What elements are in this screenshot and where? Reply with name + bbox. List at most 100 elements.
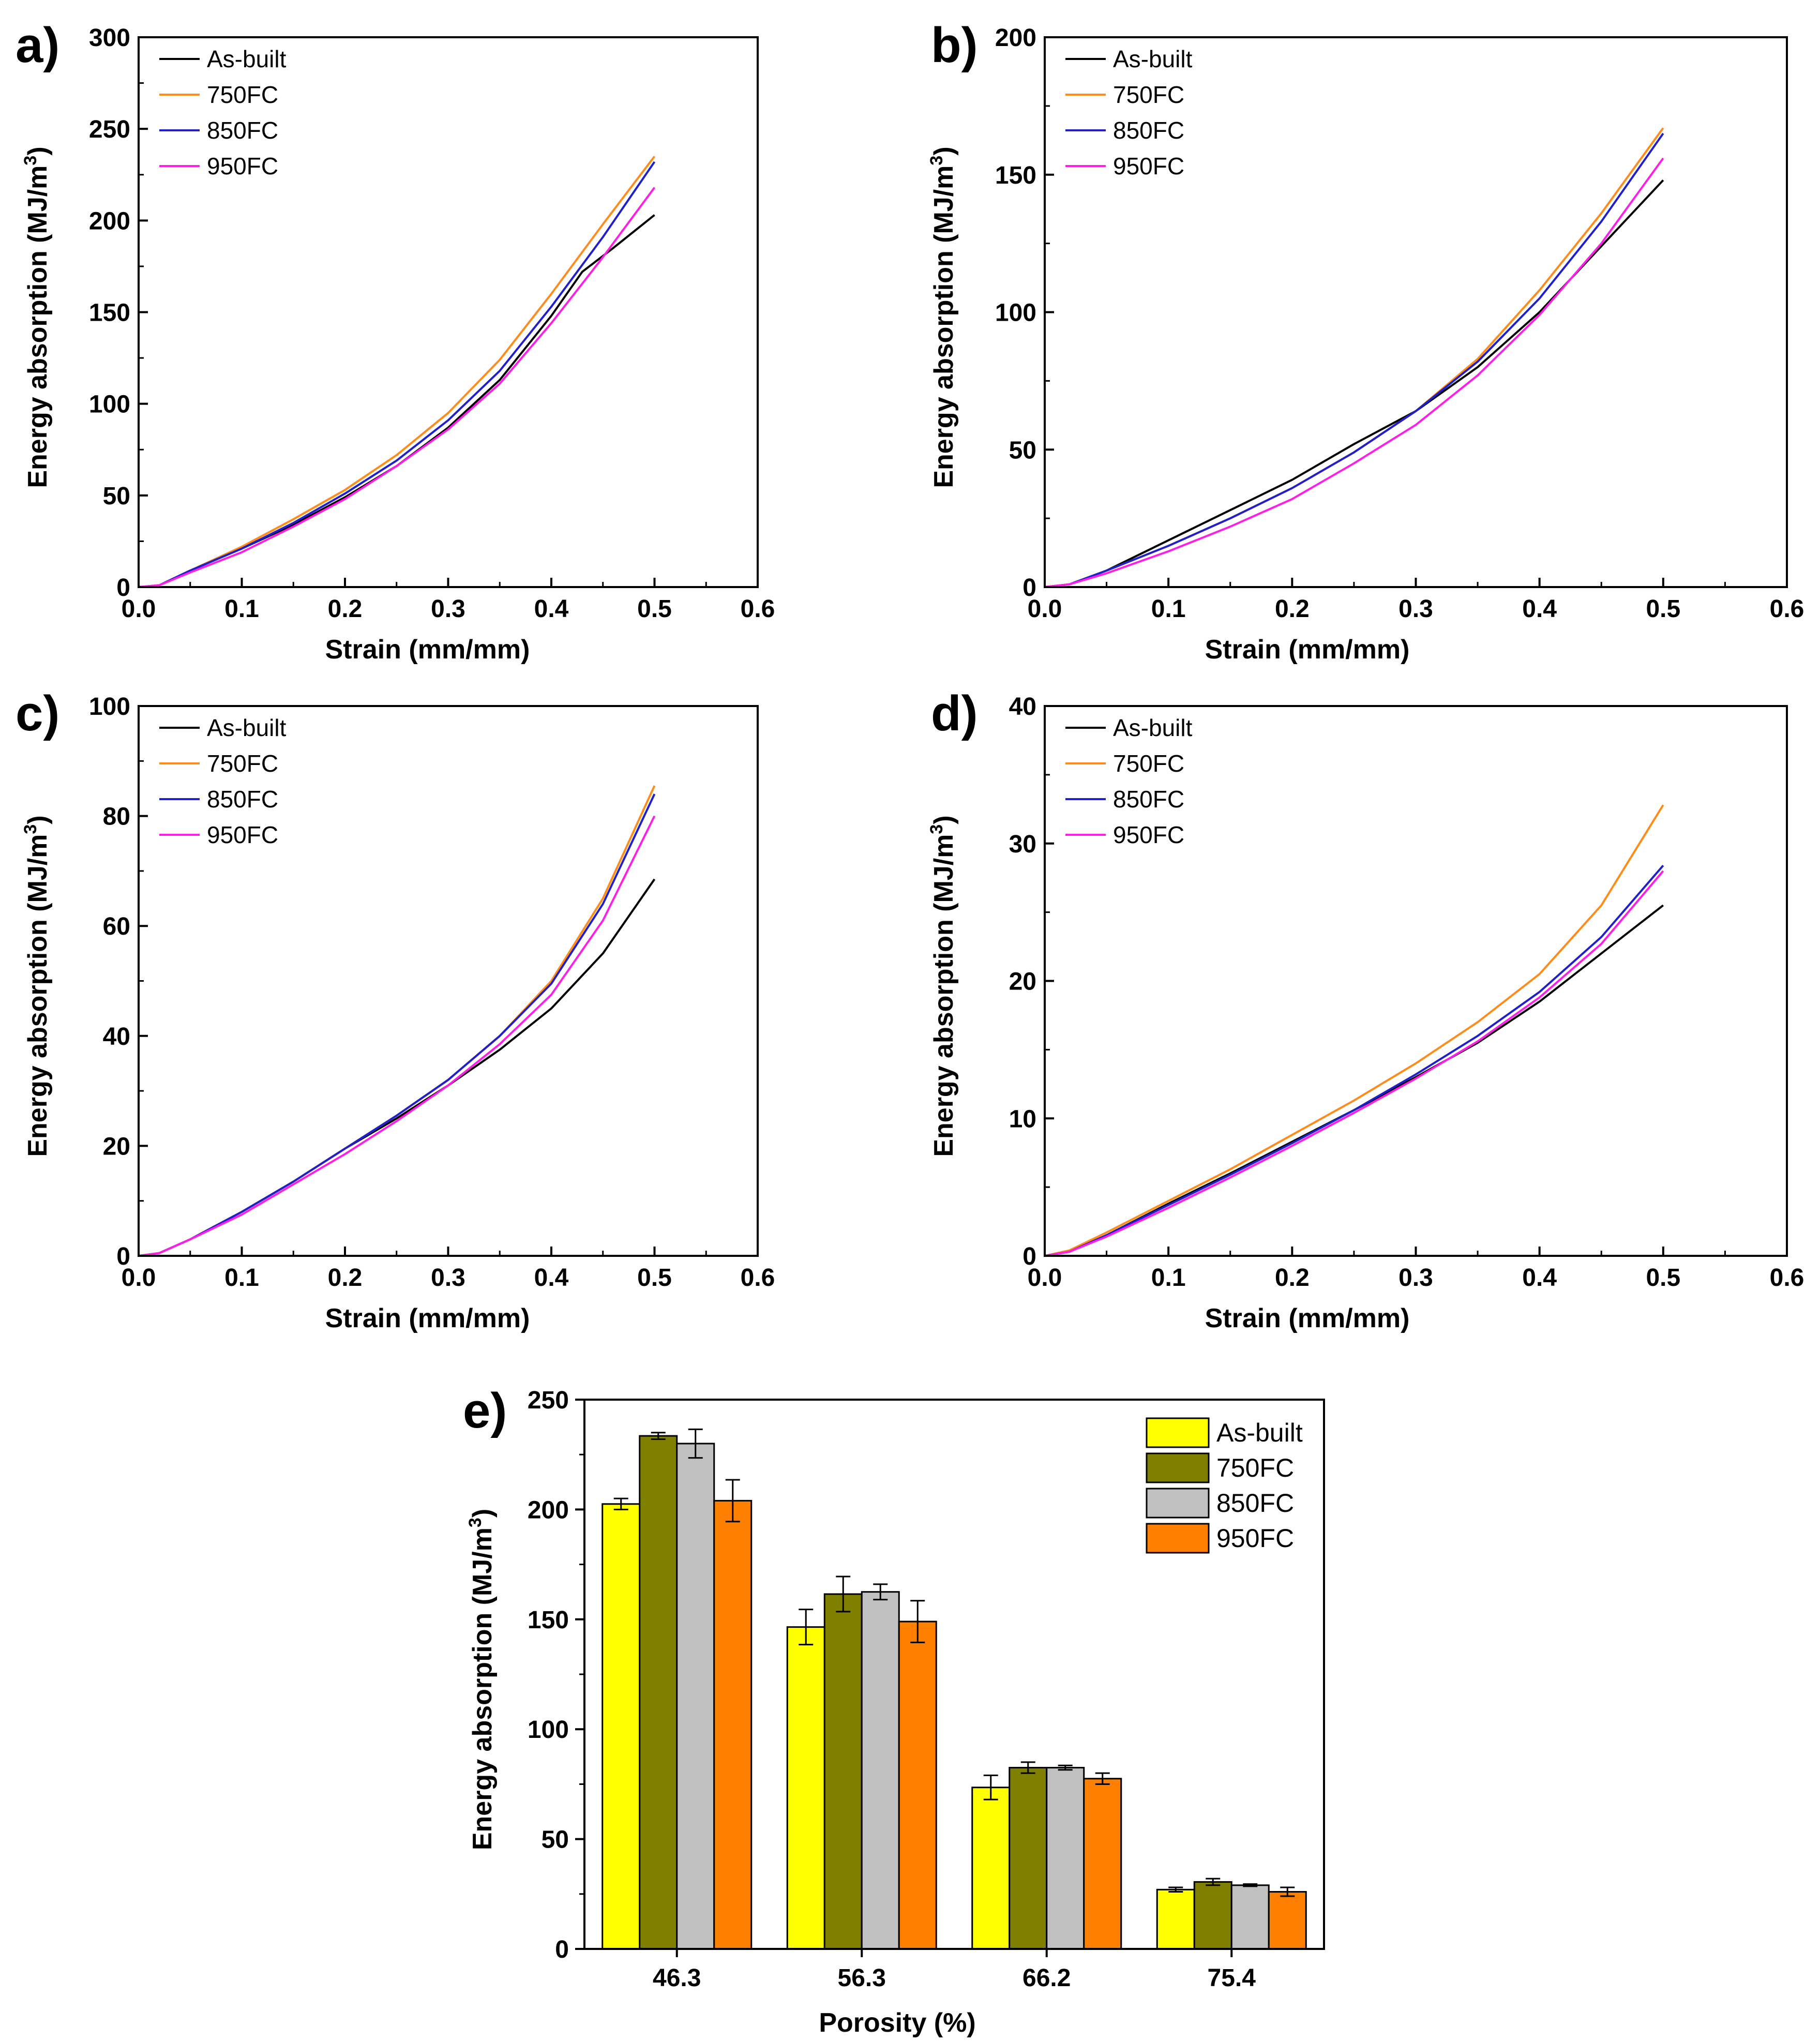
panel-d-legend-label: 850FC: [1113, 786, 1184, 813]
panel-b-x-tick-label: 0.5: [1646, 595, 1680, 623]
panel-c-y-tick-label: 20: [103, 1133, 130, 1160]
panel-e-y-tick-label: 50: [542, 1826, 569, 1854]
panel-a-y-tick-label: 250: [89, 116, 130, 143]
panel-c-y-tick-label: 80: [103, 803, 130, 831]
panel-b-series-as-built-line: [1044, 179, 1664, 588]
panel-c-series-850fc-line: [138, 793, 656, 1257]
panel-b-x-tick-label: 0.2: [1275, 595, 1310, 623]
panel-c-x-tick-label: 0.1: [224, 1264, 259, 1292]
panel-c-x-axis-title: Strain (mm/mm): [325, 1303, 530, 1333]
panel-e-legend-swatch: [1146, 1488, 1210, 1519]
panel-e-y-tick-label: 250: [528, 1387, 569, 1414]
panel-d-y-axis-title-end: ): [929, 815, 959, 824]
panel-b-y-tick-label: 0: [1022, 574, 1036, 602]
panel-c-legend-label: 750FC: [207, 750, 278, 777]
panel-e-y-axis-title: Energy absorption (MJ/m3): [465, 1509, 498, 1850]
panel-e-bar-chart: e) 46.3 56.3 66.2 75.4 0 50 100 150 200 250 Porosit…: [463, 1383, 1325, 2038]
panel-e-legend-swatch: [1146, 1417, 1210, 1448]
panel-b-x-tick-label: 0.3: [1398, 595, 1433, 623]
panel-a-label: a): [16, 18, 59, 73]
panel-d-x-axis-title: Strain (mm/mm): [1205, 1303, 1410, 1333]
panel-a-y-tick-label: 50: [103, 483, 130, 510]
panel-d-y-axis-title-main: Energy absorption (MJ/m: [929, 834, 959, 1157]
panel-b-legend-label: 950FC: [1113, 153, 1184, 179]
panel-a-x-axis-title: Strain (mm/mm): [325, 635, 530, 665]
panel-c-y-tick-label: 100: [89, 693, 130, 721]
panel-c-x-tick-label: 0.6: [741, 1264, 775, 1292]
panel-e-x-tick-label: 46.3: [653, 1964, 701, 1992]
panel-b-y-tick-label: 150: [995, 162, 1036, 189]
panel-e-y-axis-title-main: Energy absorption (MJ/m: [468, 1527, 498, 1850]
panel-e-label: e): [463, 1383, 507, 1438]
panel-c-legend-label: 850FC: [207, 786, 278, 813]
panel-e-y-tick-label: 150: [528, 1607, 569, 1634]
panel-c-y-axis-title-end: ): [23, 815, 53, 824]
bar-850fc-75.4: [1230, 1884, 1270, 1950]
panel-e-legend-label: As-built: [1216, 1418, 1303, 1447]
panel-d-x-tick-label: 0.5: [1646, 1264, 1680, 1292]
bar-850fc-56.3: [861, 1591, 900, 1950]
panel-a-y-tick-label: 0: [116, 574, 130, 602]
panel-b-legend-label: 850FC: [1113, 117, 1184, 144]
bar-750fc-46.3: [639, 1435, 678, 1950]
panel-e-y-tick-label: 100: [528, 1716, 569, 1744]
panel-b-series-850fc-line: [1044, 132, 1664, 588]
panel-e-legend-label: 950FC: [1216, 1524, 1294, 1553]
panel-e-y-axis-title-sup: 3: [465, 1518, 485, 1527]
bar-as-built-75.4: [1156, 1888, 1195, 1950]
panel-c-y-axis-title: Energy absorption (MJ/m3): [21, 815, 53, 1157]
panel-b-x-tick-label: 0.6: [1770, 595, 1804, 623]
panel-a-y-axis-title-end: ): [23, 146, 53, 155]
bar-as-built-66.2: [971, 1787, 1011, 1950]
panel-a-y-tick-label: 150: [89, 299, 130, 327]
panel-d-x-tick-label: 0.1: [1151, 1264, 1186, 1292]
panel-d-legend-label: 950FC: [1113, 821, 1184, 848]
bar-950fc-56.3: [898, 1620, 937, 1950]
panel-e-x-tick-label: 75.4: [1208, 1964, 1256, 1992]
panel-c-x-tick-label: 0.5: [637, 1264, 672, 1292]
panel-c-series-750fc-line: [138, 785, 656, 1257]
panel-b-y-axis-title-main: Energy absorption (MJ/m: [929, 166, 959, 488]
panel-d-label: d): [931, 686, 978, 741]
bar-750fc-75.4: [1193, 1881, 1232, 1950]
panel-a-x-tick-label: 0.1: [224, 595, 259, 623]
panel-c-x-tick-label: 0.0: [122, 1264, 156, 1292]
panel-d-y-tick-label: 0: [1022, 1243, 1036, 1270]
panel-a-y-axis-title: Energy absorption (MJ/m3): [21, 146, 53, 488]
panel-d-y-tick-label: 40: [1009, 693, 1036, 721]
panel-d-y-axis-title: Energy absorption (MJ/m3): [927, 815, 959, 1157]
bar-950fc-46.3: [713, 1499, 753, 1950]
panel-a-legend-label: 850FC: [207, 117, 278, 144]
panel-e-x-tick-label: 66.2: [1022, 1964, 1071, 1992]
panel-e-legend-swatch: [1146, 1523, 1210, 1554]
bar-950fc-75.4: [1268, 1891, 1307, 1950]
panel-b-line-chart: b) 0.0 0.1 0.2 0.3 0.4 0.5 0.6 0 50 100 150 200 Strai…: [927, 18, 1804, 665]
panel-d-y-tick-label: 10: [1009, 1105, 1036, 1133]
panel-d-legend-label: As-built: [1113, 714, 1193, 741]
panel-d-series-850fc-line: [1044, 864, 1664, 1257]
panel-e-y-tick-label: 200: [528, 1496, 569, 1524]
panel-c-series-as-built-line: [138, 878, 656, 1257]
panel-e-x-axis-title: Porosity (%): [819, 2008, 975, 2038]
panel-c-x-tick-label: 0.2: [328, 1264, 363, 1292]
bar-850fc-66.2: [1046, 1767, 1085, 1950]
panel-c-legend-label: As-built: [207, 714, 287, 741]
panel-a-x-tick-label: 0.6: [741, 595, 775, 623]
panel-b-x-tick-label: 0.0: [1028, 595, 1062, 623]
panel-c-y-tick-label: 60: [103, 913, 130, 940]
panel-c-line-chart: c) 0.0 0.1 0.2 0.3 0.4 0.5 0.6 0 20 40 60 80 100 Strai…: [16, 686, 775, 1333]
panel-b-series-950fc-line: [1044, 157, 1664, 588]
panel-d-x-tick-label: 0.4: [1522, 1264, 1557, 1292]
bar-as-built-56.3: [786, 1626, 825, 1950]
panel-b-y-tick-label: 200: [995, 24, 1036, 52]
panel-b-x-axis-title: Strain (mm/mm): [1205, 635, 1410, 665]
panel-d-series-750fc-line: [1044, 804, 1664, 1257]
panel-a-y-axis-title-main: Energy absorption (MJ/m: [23, 166, 53, 488]
panel-d-x-tick-label: 0.2: [1275, 1264, 1310, 1292]
panel-d-y-axis-title-sup: 3: [927, 824, 946, 834]
bar-850fc-46.3: [676, 1443, 715, 1950]
panel-d-x-tick-label: 0.0: [1028, 1264, 1062, 1292]
panel-d-line-chart: d) 0.0 0.1 0.2 0.3 0.4 0.5 0.6 0 10 20 30 40 Strain (…: [927, 686, 1804, 1333]
panel-b-x-tick-label: 0.4: [1522, 595, 1557, 623]
